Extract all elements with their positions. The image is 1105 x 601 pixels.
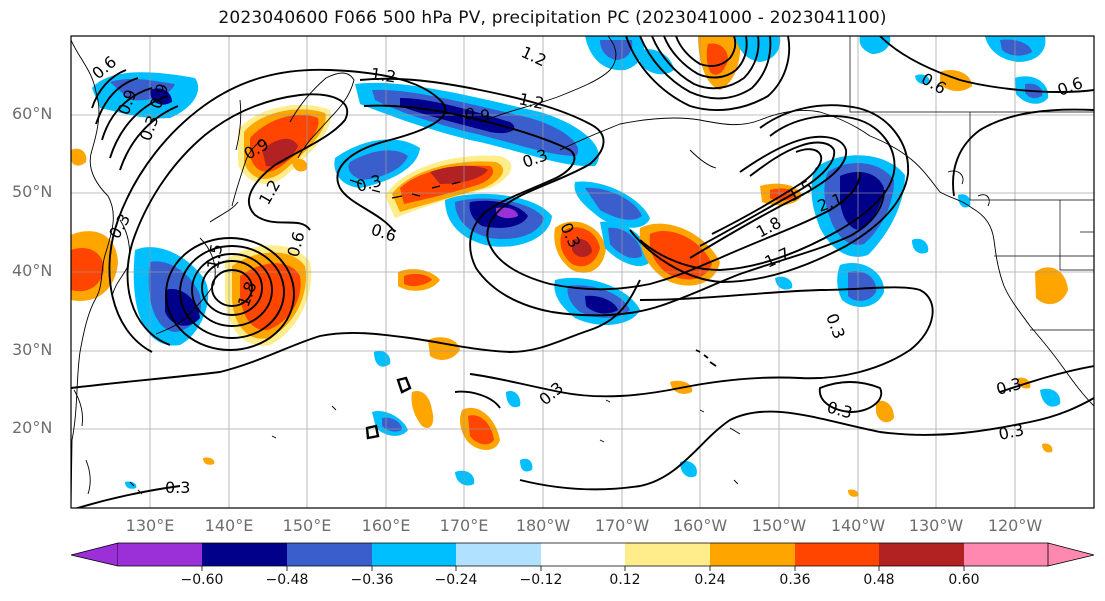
lon-label: 140°E: [204, 516, 254, 535]
colorbar-tick-label: −0.36: [350, 572, 394, 588]
lon-label: 130°W: [908, 516, 964, 535]
lon-label: 150°E: [282, 516, 332, 535]
colorbar: [70, 542, 1095, 571]
lat-label-40n: 40°N: [12, 261, 53, 280]
colorbar-bin: [541, 543, 625, 566]
contour-label: 1.2: [369, 64, 397, 86]
lon-label: 170°W: [594, 516, 650, 535]
lat-label-30n: 30°N: [12, 340, 53, 359]
colorbar-bin: [625, 543, 710, 566]
colorbar-bin: [202, 543, 287, 566]
lon-label: 160°E: [361, 516, 411, 535]
colorbar-bin: [287, 543, 372, 566]
contour-label: 0.3: [165, 478, 190, 497]
colorbar-tick-label: 0.12: [609, 572, 641, 588]
pv-contours: [71, 36, 1094, 508]
colorbar-tick-label: −0.60: [180, 572, 224, 588]
colorbar-tick-label: −0.12: [519, 572, 563, 588]
colorbar-tick-label: 0.36: [779, 572, 811, 588]
lon-label: 170°E: [439, 516, 489, 535]
lat-label-50n: 50°N: [12, 182, 53, 201]
coastlines: [71, 36, 1094, 508]
contour-label: 0.3: [997, 420, 1026, 444]
colorbar-tick-label: −0.48: [265, 572, 309, 588]
map-title: 2023040600 F066 500 hPa PV, precipitatio…: [218, 8, 887, 28]
colorbar-tick-label: −0.24: [434, 572, 478, 588]
colorbar-bin: [795, 543, 879, 566]
colorbar-tick-label: 0.60: [948, 572, 980, 588]
lon-label: 160°W: [672, 516, 728, 535]
contour-label: 1.5: [203, 242, 226, 270]
colorbar-tick-label: 0.48: [863, 572, 895, 588]
graticule: [71, 36, 1094, 508]
lat-label-60n: 60°N: [12, 104, 53, 123]
lon-label: 180°W: [515, 516, 571, 535]
colorbar-bin: [879, 543, 964, 566]
contour-label: 0.9: [464, 104, 491, 126]
lon-label: 130°E: [125, 516, 175, 535]
borders: [849, 36, 1094, 331]
colorbar-bin: [710, 543, 795, 566]
colorbar-extend-right: [1047, 542, 1095, 567]
colorbar-bin: [118, 543, 202, 566]
colorbar-extend-left: [70, 542, 119, 567]
colorbar-bin: [372, 543, 456, 566]
colorbar-bin: [964, 543, 1048, 566]
colorbar-tick-label: 0.24: [694, 572, 726, 588]
lon-label: 120°W: [987, 516, 1043, 535]
lat-label-20n: 20°N: [12, 418, 53, 437]
lon-label: 140°W: [830, 516, 886, 535]
plot-frame: [70, 35, 1095, 509]
lon-label: 150°W: [751, 516, 807, 535]
colorbar-bin: [456, 543, 541, 566]
contour-label: 1.2: [517, 89, 546, 113]
